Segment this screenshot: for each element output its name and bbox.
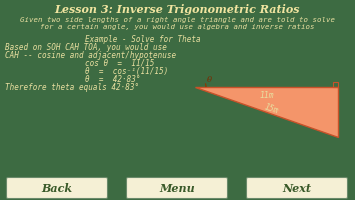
Text: 15m: 15m [263, 102, 280, 116]
Text: Menu: Menu [159, 182, 195, 194]
FancyBboxPatch shape [126, 178, 228, 198]
Text: Therefore theta equals 42·83°: Therefore theta equals 42·83° [5, 83, 139, 92]
Text: 11m: 11m [259, 91, 274, 100]
Text: Based on SOH CAH TOA, you would use: Based on SOH CAH TOA, you would use [5, 43, 167, 52]
Text: Back: Back [42, 182, 72, 194]
Text: Next: Next [283, 182, 311, 194]
Text: Lesson 3: Inverse Trigonometric Ratios: Lesson 3: Inverse Trigonometric Ratios [55, 4, 300, 15]
Text: Example - Solve for Theta: Example - Solve for Theta [85, 35, 201, 44]
Text: for a certain angle, you would use algebra and inverse ratios: for a certain angle, you would use algeb… [40, 24, 315, 30]
Text: θ  =  cos⁻¹(11/15): θ = cos⁻¹(11/15) [85, 67, 168, 76]
Text: CAH -- cosine and adjacent/hypotenuse: CAH -- cosine and adjacent/hypotenuse [5, 51, 176, 60]
FancyBboxPatch shape [246, 178, 348, 198]
Text: cos θ  =  11/15: cos θ = 11/15 [85, 59, 154, 68]
Text: θ  =  42·83°: θ = 42·83° [85, 75, 141, 84]
Text: θ: θ [207, 76, 212, 84]
Polygon shape [195, 87, 338, 137]
Text: Given two side lengths of a right angle triangle and are told to solve: Given two side lengths of a right angle … [20, 17, 335, 23]
FancyBboxPatch shape [6, 178, 108, 198]
